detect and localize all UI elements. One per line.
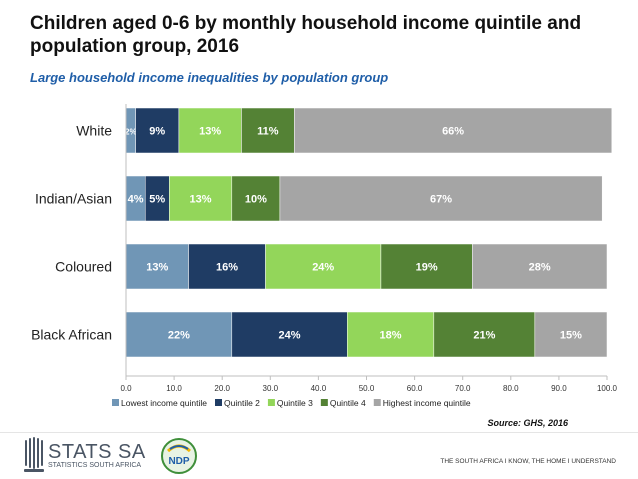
x-tick-label: 10.0: [166, 384, 182, 393]
data-label: 13%: [199, 126, 221, 138]
data-label: 10%: [245, 194, 267, 206]
data-label: 15%: [560, 330, 582, 342]
legend-label: Quintile 4: [330, 398, 366, 408]
legend-label: Lowest income quintile: [121, 398, 207, 408]
legend-swatch: [373, 399, 381, 406]
legend: Lowest income quintile Quintile 2 Quintile…: [112, 398, 471, 408]
data-label: 66%: [442, 126, 464, 138]
x-tick-label: 40.0: [311, 384, 327, 393]
x-tick-label: 100.0: [597, 384, 618, 393]
org-subtitle: STATISTICS SOUTH AFRICA: [48, 462, 142, 469]
bar-segment: [380, 243, 473, 290]
ndp-logo-icon: NDP: [161, 438, 197, 474]
chart-subtitle: Large household income inequalities by p…: [30, 70, 389, 85]
legend-swatch: [267, 399, 275, 406]
bar-segment: [125, 243, 189, 290]
legend-label: Quintile 3: [277, 398, 313, 408]
data-label: 21%: [473, 330, 495, 342]
data-label: 4%: [128, 194, 144, 206]
org-name: STATS SA: [48, 441, 146, 463]
data-label: 19%: [416, 262, 438, 274]
category-label: Coloured: [55, 259, 112, 275]
bar-segment: [144, 175, 170, 222]
bar-segment: [125, 311, 233, 358]
bar-segment: [231, 311, 348, 358]
bar-segment: [347, 311, 435, 358]
legend-swatch: [215, 399, 222, 406]
data-label: 5%: [149, 194, 165, 206]
category-label: White: [76, 123, 112, 139]
bar-segment: [534, 311, 608, 358]
data-label: 28%: [529, 262, 551, 274]
legend-label: Highest income quintile: [383, 398, 471, 408]
category-label: Indian/Asian: [35, 191, 112, 207]
data-label: 13%: [190, 194, 212, 206]
data-label: 2%: [125, 128, 137, 137]
bar-segment: [178, 107, 242, 154]
x-tick-label: 90.0: [551, 384, 567, 393]
source-note: Source: GHS, 2016: [487, 418, 568, 428]
bar-area: 2% 9% 13% 11% 66% 4% 5% 13% 10% 67% 13% 16% 24% 19% 28…: [125, 107, 613, 358]
category-labels: White Indian/Asian Coloured Black African: [31, 123, 112, 343]
legend-swatch: [320, 399, 328, 406]
x-tick-label: 50.0: [359, 384, 375, 393]
x-axis: 0.0 10.0 20.0 30.0 40.0 50.0 60.0 70.0 80.0 90.0 1…: [120, 104, 618, 393]
x-tick-label: 80.0: [503, 384, 519, 393]
data-label: 11%: [257, 126, 279, 138]
legend-swatch: [112, 399, 119, 406]
bar-segment: [433, 311, 536, 358]
stacked-bar-chart: 2% 9% 13% 11% 66% 4% 5% 13% 10% 67% 13% 16% 24% 19% 28…: [31, 104, 618, 408]
bar-segment: [231, 175, 281, 222]
data-label: 18%: [380, 330, 402, 342]
x-tick-label: 70.0: [455, 384, 471, 393]
category-label: Black African: [31, 327, 112, 343]
data-label: 67%: [430, 194, 452, 206]
x-tick-label: 0.0: [120, 384, 132, 393]
bar-segment: [265, 243, 382, 290]
x-tick-label: 30.0: [263, 384, 279, 393]
bar-segment: [472, 243, 608, 290]
legend-label: Quintile 2: [224, 398, 260, 408]
data-label: 24%: [279, 330, 301, 342]
data-label: 16%: [216, 262, 238, 274]
footer-divider: [0, 432, 638, 433]
data-label: 24%: [312, 262, 334, 274]
data-label: 9%: [149, 126, 165, 138]
bar-segment: [169, 175, 233, 222]
chart-title: Children aged 0-6 by monthly household i…: [30, 13, 582, 57]
bar-segment: [294, 107, 613, 154]
x-tick-label: 60.0: [407, 384, 423, 393]
x-tick-label: 20.0: [214, 384, 230, 393]
data-label: 13%: [146, 262, 168, 274]
ndp-badge-text: NDP: [168, 456, 189, 467]
data-label: 22%: [168, 330, 190, 342]
bar-segment: [279, 175, 603, 222]
footer-tagline: THE SOUTH AFRICA I KNOW, THE HOME I UNDE…: [440, 458, 616, 465]
stats-sa-logo-icon: [24, 437, 44, 472]
bar-segment: [188, 243, 266, 290]
